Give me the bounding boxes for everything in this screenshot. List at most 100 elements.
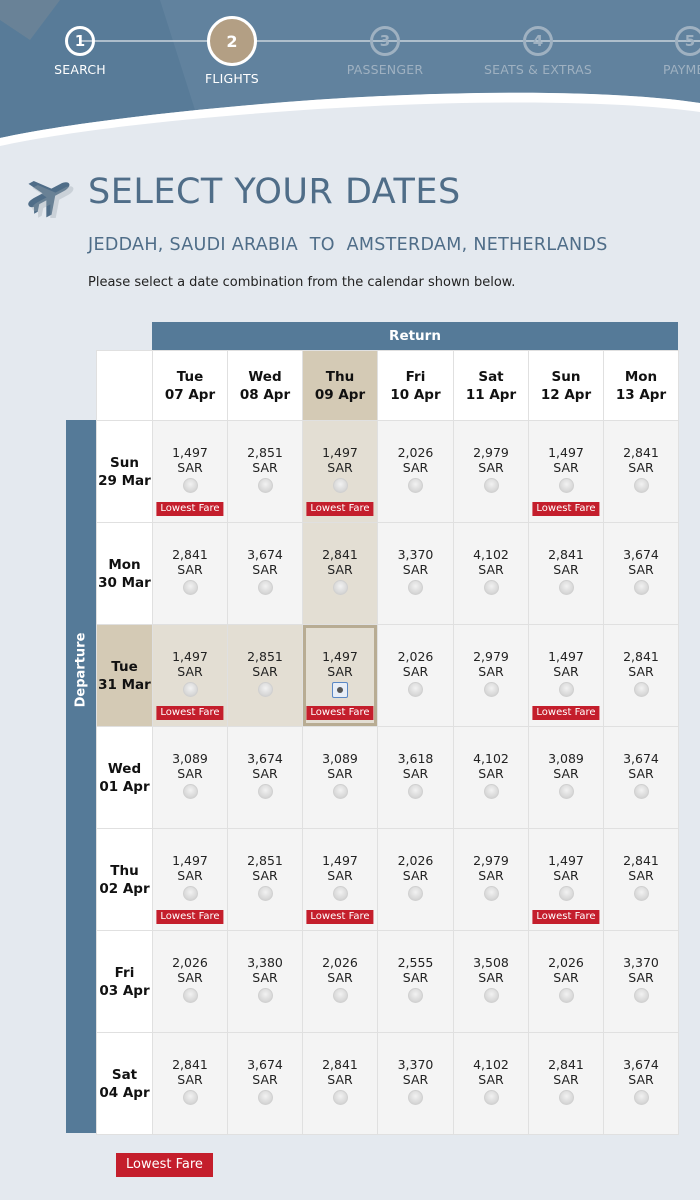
- fare-radio[interactable]: [332, 988, 348, 1003]
- fare-radio[interactable]: [182, 478, 198, 493]
- fare-radio[interactable]: [332, 580, 348, 595]
- fare-cell[interactable]: 2,555 SAR: [377, 930, 454, 1033]
- fare-radio[interactable]: [257, 784, 273, 799]
- fare-radio[interactable]: [257, 580, 273, 595]
- fare-cell[interactable]: 3,370 SAR: [377, 1032, 454, 1135]
- fare-radio[interactable]: [332, 682, 348, 698]
- fare-cell[interactable]: 3,618 SAR: [377, 726, 454, 829]
- fare-cell[interactable]: 2,841 SAR: [528, 1032, 604, 1135]
- fare-radio[interactable]: [633, 580, 649, 595]
- step-search[interactable]: 1 SEARCH: [10, 26, 150, 77]
- fare-radio[interactable]: [483, 886, 499, 901]
- fare-radio[interactable]: [257, 478, 273, 493]
- fare-cell[interactable]: 3,089 SAR: [528, 726, 604, 829]
- fare-cell[interactable]: 3,089 SAR: [152, 726, 228, 829]
- fare-radio[interactable]: [558, 478, 574, 493]
- fare-radio[interactable]: [483, 784, 499, 799]
- fare-cell[interactable]: 2,841 SAR: [302, 1032, 378, 1135]
- fare-radio[interactable]: [257, 886, 273, 901]
- fare-cell[interactable]: 1,497 SAR Lowest Fare: [152, 420, 228, 523]
- fare-cell[interactable]: 2,841 SAR: [603, 420, 679, 523]
- fare-cell[interactable]: 2,026 SAR: [377, 828, 454, 931]
- fare-radio[interactable]: [483, 478, 499, 493]
- fare-radio[interactable]: [332, 478, 348, 493]
- fare-radio[interactable]: [182, 580, 198, 595]
- fare-cell[interactable]: 2,841 SAR: [302, 522, 378, 625]
- fare-radio[interactable]: [408, 886, 423, 901]
- fare-cell[interactable]: 1,497 SAR Lowest Fare: [528, 624, 604, 727]
- fare-cell[interactable]: 1,497 SAR Lowest Fare: [302, 828, 378, 931]
- fare-radio[interactable]: [182, 1090, 198, 1105]
- fare-radio[interactable]: [182, 784, 198, 799]
- fare-cell[interactable]: 1,497 SAR Lowest Fare: [152, 828, 228, 931]
- fare-radio[interactable]: [257, 682, 273, 697]
- fare-cell[interactable]: 2,841 SAR: [603, 624, 679, 727]
- fare-cell[interactable]: 2,026 SAR: [377, 420, 454, 523]
- fare-radio[interactable]: [483, 988, 499, 1003]
- fare-cell[interactable]: 3,674 SAR: [603, 726, 679, 829]
- fare-cell[interactable]: 2,851 SAR: [227, 624, 303, 727]
- fare-cell[interactable]: 2,026 SAR: [302, 930, 378, 1033]
- fare-radio[interactable]: [633, 988, 649, 1003]
- fare-radio[interactable]: [182, 682, 198, 697]
- fare-cell[interactable]: 2,979 SAR: [453, 624, 529, 727]
- fare-radio[interactable]: [408, 580, 423, 595]
- fare-cell[interactable]: 2,841 SAR: [152, 522, 228, 625]
- fare-cell[interactable]: 2,979 SAR: [453, 420, 529, 523]
- fare-radio[interactable]: [332, 784, 348, 799]
- fare-cell[interactable]: 3,089 SAR: [302, 726, 378, 829]
- fare-cell[interactable]: 3,674 SAR: [227, 522, 303, 625]
- fare-cell[interactable]: 2,841 SAR: [528, 522, 604, 625]
- fare-radio[interactable]: [633, 784, 649, 799]
- fare-radio[interactable]: [633, 478, 649, 493]
- fare-radio[interactable]: [257, 988, 273, 1003]
- fare-cell[interactable]: 3,370 SAR: [603, 930, 679, 1033]
- fare-cell[interactable]: 2,841 SAR: [603, 828, 679, 931]
- fare-cell[interactable]: 3,380 SAR: [227, 930, 303, 1033]
- fare-cell[interactable]: 2,026 SAR: [528, 930, 604, 1033]
- fare-radio[interactable]: [558, 886, 574, 901]
- fare-radio[interactable]: [558, 988, 574, 1003]
- fare-radio[interactable]: [483, 1090, 499, 1105]
- fare-radio[interactable]: [182, 988, 198, 1003]
- fare-cell[interactable]: 2,979 SAR: [453, 828, 529, 931]
- fare-cell[interactable]: 2,851 SAR: [227, 828, 303, 931]
- fare-radio[interactable]: [558, 784, 574, 799]
- fare-radio[interactable]: [558, 682, 574, 697]
- fare-cell[interactable]: 3,508 SAR: [453, 930, 529, 1033]
- fare-radio[interactable]: [558, 1090, 574, 1105]
- fare-radio[interactable]: [257, 1090, 273, 1105]
- fare-cell[interactable]: 2,841 SAR: [152, 1032, 228, 1135]
- fare-cell[interactable]: 4,102 SAR: [453, 726, 529, 829]
- fare-radio[interactable]: [408, 478, 423, 493]
- fare-radio[interactable]: [558, 580, 574, 595]
- fare-cell[interactable]: 1,497 SAR Lowest Fare: [152, 624, 228, 727]
- fare-cell[interactable]: 3,674 SAR: [603, 1032, 679, 1135]
- fare-radio[interactable]: [408, 784, 423, 799]
- fare-cell[interactable]: 1,497 SAR Lowest Fare: [302, 624, 378, 727]
- fare-cell[interactable]: 3,674 SAR: [227, 1032, 303, 1135]
- fare-radio[interactable]: [182, 886, 198, 901]
- step-flights[interactable]: 2 FLIGHTS: [162, 16, 302, 86]
- fare-radio[interactable]: [408, 1090, 423, 1105]
- fare-cell[interactable]: 3,674 SAR: [227, 726, 303, 829]
- fare-cell[interactable]: 1,497 SAR Lowest Fare: [528, 420, 604, 523]
- fare-cell[interactable]: 4,102 SAR: [453, 1032, 529, 1135]
- fare-radio[interactable]: [633, 1090, 649, 1105]
- fare-cell[interactable]: 4,102 SAR: [453, 522, 529, 625]
- fare-radio[interactable]: [332, 1090, 348, 1105]
- fare-cell[interactable]: 3,674 SAR: [603, 522, 679, 625]
- fare-cell[interactable]: 1,497 SAR Lowest Fare: [528, 828, 604, 931]
- fare-cell[interactable]: 1,497 SAR Lowest Fare: [302, 420, 378, 523]
- fare-cell[interactable]: 2,026 SAR: [377, 624, 454, 727]
- fare-radio[interactable]: [408, 988, 423, 1003]
- fare-radio[interactable]: [483, 580, 499, 595]
- fare-cell[interactable]: 2,851 SAR: [227, 420, 303, 523]
- fare-cell[interactable]: 2,026 SAR: [152, 930, 228, 1033]
- fare-cell[interactable]: 3,370 SAR: [377, 522, 454, 625]
- fare-radio[interactable]: [633, 886, 649, 901]
- fare-radio[interactable]: [408, 682, 423, 697]
- fare-radio[interactable]: [483, 682, 499, 697]
- fare-radio[interactable]: [332, 886, 348, 901]
- fare-radio[interactable]: [633, 682, 649, 697]
